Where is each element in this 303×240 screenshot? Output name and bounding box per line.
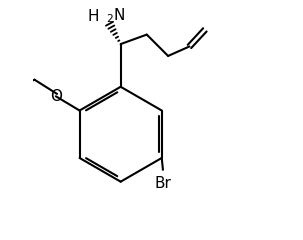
Text: $_2$N: $_2$N [106,7,126,25]
Text: H: H [88,9,99,24]
Text: O: O [50,89,62,104]
Text: Br: Br [155,176,171,191]
